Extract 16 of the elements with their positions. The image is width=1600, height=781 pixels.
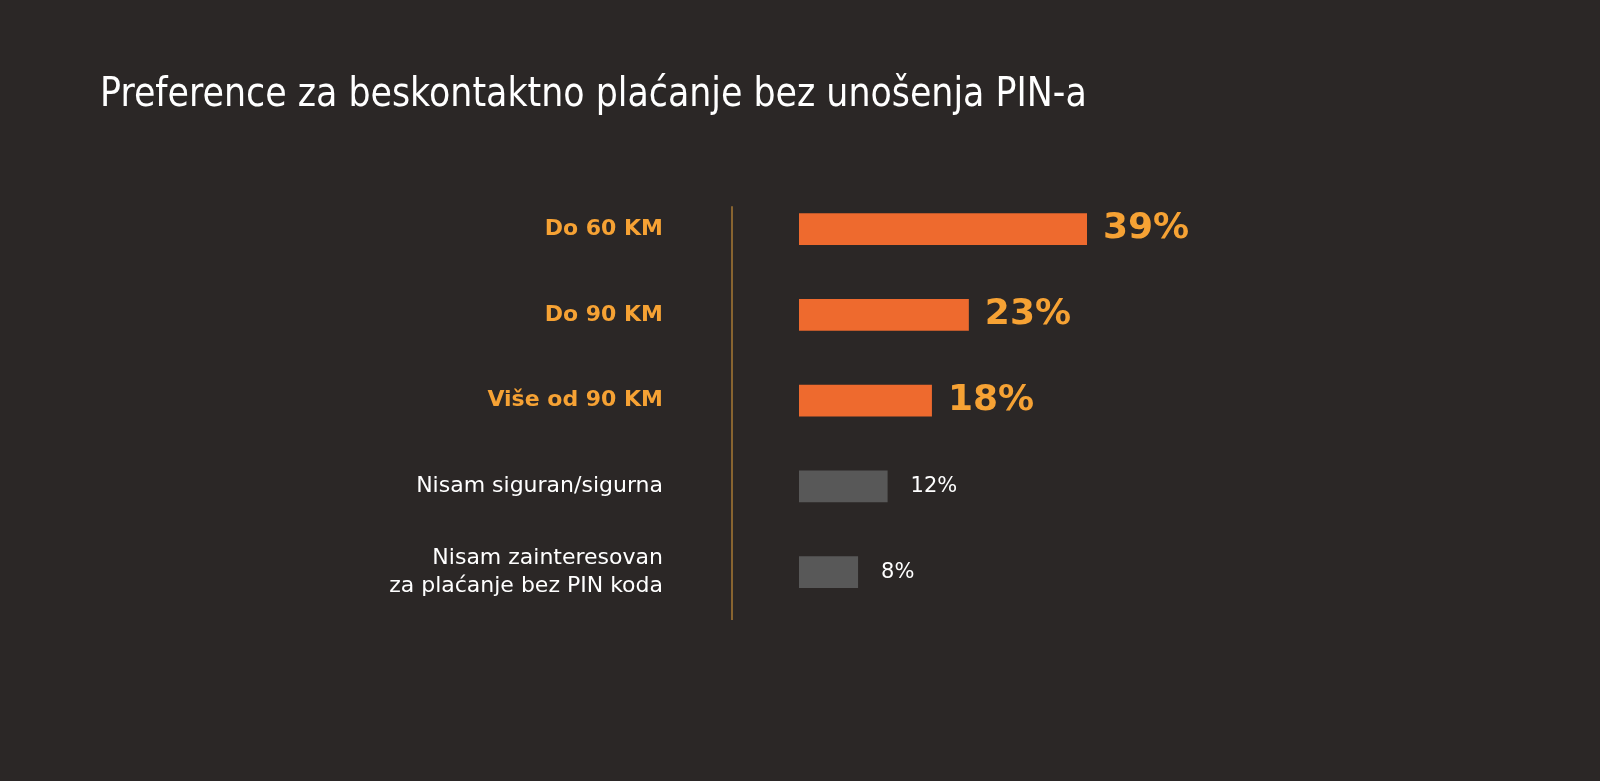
data-label: 23% <box>984 291 1072 333</box>
data-label: 18% <box>947 376 1035 418</box>
y-tick-label: Više od 90 KM <box>487 386 663 412</box>
y-tick-label: Do 60 KM <box>544 214 663 240</box>
y-tick-label: Nisam zainteresovan za plaćanje bez PIN koda <box>389 544 663 597</box>
data-label: 39% <box>1103 205 1190 247</box>
bar <box>799 213 1087 245</box>
bar <box>799 470 888 503</box>
y-tick-label: Do 90 KM <box>544 300 663 326</box>
bar <box>799 384 932 417</box>
chart-title: Preference za beskontaktno plaćanje bez unošenja PIN-a <box>100 68 1087 116</box>
data-label: 12% <box>910 472 958 497</box>
data-label: 8% <box>881 558 915 583</box>
y-tick-label: Nisam siguran/sigurna <box>416 472 663 498</box>
bar <box>799 556 859 588</box>
bar <box>799 298 969 331</box>
